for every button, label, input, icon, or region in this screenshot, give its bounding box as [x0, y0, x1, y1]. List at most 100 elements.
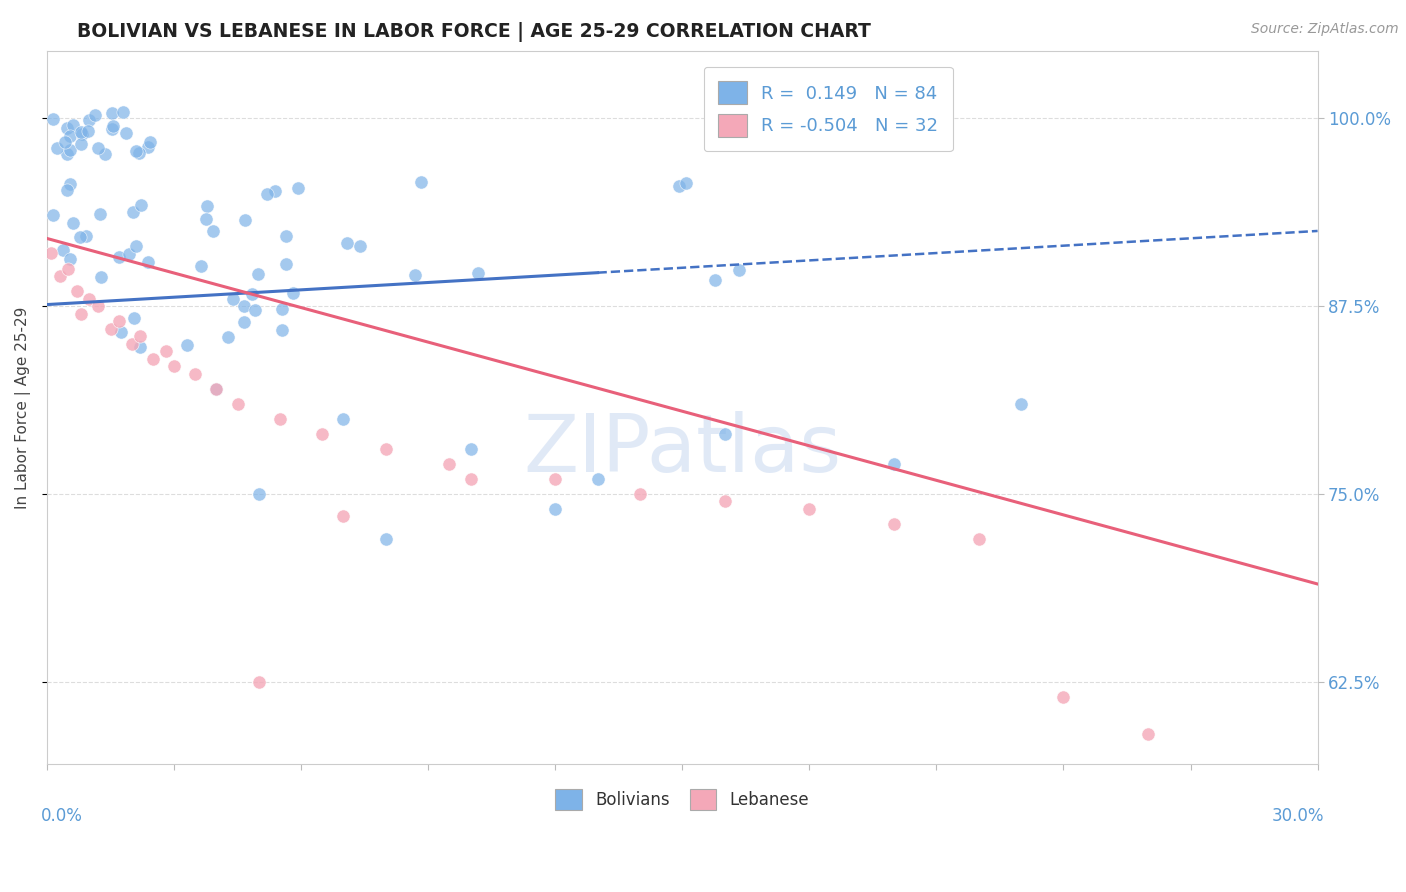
Point	[460, 442, 482, 456]
Point	[544, 472, 567, 486]
Point	[163, 359, 186, 373]
Point	[201, 224, 224, 238]
Point	[243, 302, 266, 317]
Point	[222, 292, 245, 306]
Point	[713, 426, 735, 441]
Point	[56, 183, 79, 197]
Point	[48, 268, 70, 283]
Point	[374, 532, 396, 546]
Point	[233, 212, 256, 227]
Point	[668, 179, 690, 194]
Point	[139, 135, 162, 149]
Point	[77, 124, 100, 138]
Point	[226, 397, 249, 411]
Point	[195, 199, 218, 213]
Point	[336, 236, 359, 251]
Point	[713, 494, 735, 508]
Point	[93, 147, 115, 161]
Point	[121, 336, 143, 351]
Point	[69, 137, 91, 152]
Point	[118, 247, 141, 261]
Point	[460, 472, 482, 486]
Point	[108, 314, 131, 328]
Point	[59, 252, 82, 267]
Point	[283, 285, 305, 300]
Point	[62, 118, 84, 132]
Point	[332, 411, 354, 425]
Legend: Bolivians, Lebanese: Bolivians, Lebanese	[548, 782, 815, 816]
Point	[103, 119, 125, 133]
Point	[70, 307, 93, 321]
Point	[128, 145, 150, 160]
Point	[967, 532, 990, 546]
Point	[101, 122, 124, 136]
Point	[75, 229, 97, 244]
Point	[269, 411, 291, 425]
Point	[271, 301, 294, 316]
Text: Source: ZipAtlas.com: Source: ZipAtlas.com	[1251, 22, 1399, 37]
Point	[176, 338, 198, 352]
Point	[205, 382, 228, 396]
Text: ZIPatlas: ZIPatlas	[523, 411, 841, 490]
Point	[108, 250, 131, 264]
Point	[276, 257, 298, 271]
Point	[247, 487, 270, 501]
Point	[69, 230, 91, 244]
Point	[274, 229, 297, 244]
Point	[39, 246, 62, 260]
Point	[332, 509, 354, 524]
Point	[374, 442, 396, 456]
Point	[59, 144, 82, 158]
Point	[1137, 727, 1160, 741]
Point	[628, 487, 651, 501]
Point	[121, 205, 143, 219]
Point	[287, 180, 309, 194]
Point	[110, 325, 132, 339]
Point	[84, 108, 107, 122]
Y-axis label: In Labor Force | Age 25-29: In Labor Force | Age 25-29	[15, 306, 31, 508]
Point	[125, 239, 148, 253]
Point	[704, 272, 727, 286]
Point	[467, 266, 489, 280]
Text: 30.0%: 30.0%	[1271, 807, 1324, 825]
Point	[142, 351, 165, 366]
Point	[125, 145, 148, 159]
Point	[311, 426, 333, 441]
Point	[404, 268, 426, 282]
Point	[46, 141, 69, 155]
Point	[184, 367, 207, 381]
Point	[205, 382, 228, 396]
Point	[883, 516, 905, 531]
Point	[100, 321, 122, 335]
Point	[349, 238, 371, 252]
Point	[42, 112, 65, 127]
Point	[70, 125, 93, 139]
Point	[136, 140, 159, 154]
Point	[129, 198, 152, 212]
Point	[799, 501, 821, 516]
Point	[129, 329, 152, 343]
Point	[1052, 690, 1074, 704]
Point	[675, 177, 697, 191]
Point	[79, 292, 101, 306]
Point	[86, 140, 108, 154]
Point	[883, 457, 905, 471]
Point	[190, 259, 212, 273]
Point	[90, 270, 112, 285]
Point	[62, 216, 84, 230]
Point	[129, 340, 152, 354]
Point	[51, 243, 73, 257]
Text: 0.0%: 0.0%	[41, 807, 83, 825]
Point	[114, 126, 136, 140]
Point	[87, 299, 110, 313]
Point	[55, 135, 77, 149]
Point	[544, 501, 567, 516]
Point	[136, 255, 159, 269]
Point	[59, 128, 82, 143]
Point	[65, 284, 87, 298]
Point	[195, 211, 218, 226]
Point	[411, 175, 433, 189]
Point	[112, 105, 135, 120]
Point	[247, 674, 270, 689]
Point	[70, 127, 93, 141]
